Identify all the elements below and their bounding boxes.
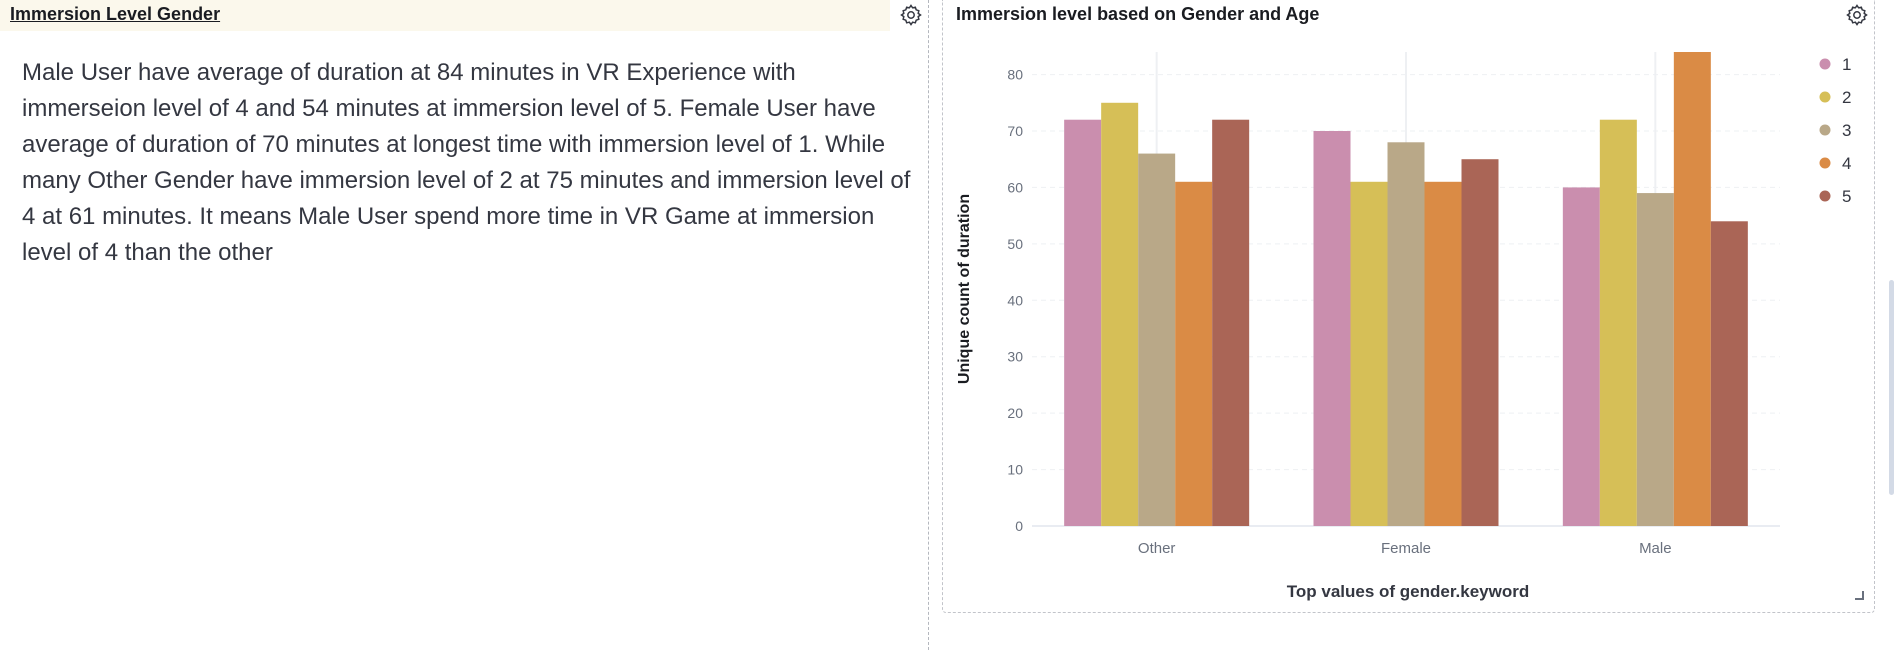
bar xyxy=(1636,193,1674,527)
y-axis-label: Unique count of duration xyxy=(956,194,973,384)
panel-title[interactable]: Immersion Level Gender xyxy=(10,4,221,24)
x-tick-label: Male xyxy=(1639,540,1672,557)
x-tick-label: Female xyxy=(1381,540,1431,557)
legend-marker xyxy=(1819,58,1831,70)
bar xyxy=(1313,131,1351,526)
bars xyxy=(1064,52,1748,527)
bar xyxy=(1350,181,1388,527)
y-tick-label: 0 xyxy=(1015,518,1023,534)
y-tick-label: 60 xyxy=(1007,179,1023,195)
y-tick-label: 80 xyxy=(1007,67,1023,83)
gear-icon[interactable] xyxy=(1843,1,1871,29)
y-tick-label: 40 xyxy=(1007,292,1023,308)
scrollbar[interactable] xyxy=(1889,280,1894,495)
chart-panel-title: Immersion level based on Gender and Age xyxy=(956,4,1320,24)
resize-handle[interactable] xyxy=(1855,591,1864,600)
bar xyxy=(1101,102,1139,527)
x-axis-ticks: Other Female Male xyxy=(1138,540,1672,557)
legend-label: 3 xyxy=(1842,121,1851,140)
y-tick-label: 70 xyxy=(1007,123,1023,139)
legend: 1 2 3 4 5 xyxy=(1819,55,1851,206)
bar xyxy=(1673,52,1711,526)
gear-icon[interactable] xyxy=(897,1,925,29)
legend-marker xyxy=(1819,190,1831,202)
panel-divider xyxy=(928,0,929,650)
y-tick-label: 30 xyxy=(1007,349,1023,365)
legend-label: 5 xyxy=(1842,187,1851,206)
legend-marker xyxy=(1819,91,1831,103)
panel-header: Immersion Level Gender xyxy=(0,0,890,31)
markdown-text: Male User have average of duration at 84… xyxy=(22,59,911,266)
y-tick-label: 20 xyxy=(1007,405,1023,421)
x-axis-label: Top values of gender.keyword xyxy=(1287,582,1529,601)
bar xyxy=(1461,159,1499,526)
y-tick-label: 50 xyxy=(1007,236,1023,252)
legend-label: 1 xyxy=(1842,55,1851,74)
bar xyxy=(1710,221,1748,527)
bar xyxy=(1064,119,1102,526)
bar xyxy=(1424,181,1462,527)
bar xyxy=(1138,153,1176,527)
bar xyxy=(1599,119,1637,526)
markdown-panel: Immersion Level Gender Male User have av… xyxy=(0,0,932,650)
legend-label: 2 xyxy=(1842,88,1851,107)
bar xyxy=(1387,142,1425,527)
y-tick-label: 10 xyxy=(1007,462,1023,478)
legend-label: 4 xyxy=(1842,154,1851,173)
y-axis-ticks: 0 10 20 30 40 50 60 70 80 xyxy=(1007,67,1023,534)
legend-marker xyxy=(1819,157,1831,169)
bar xyxy=(1175,181,1213,527)
bar xyxy=(1212,119,1250,526)
bar xyxy=(1562,187,1600,526)
x-tick-label: Other xyxy=(1138,540,1176,557)
legend-marker xyxy=(1819,124,1831,136)
